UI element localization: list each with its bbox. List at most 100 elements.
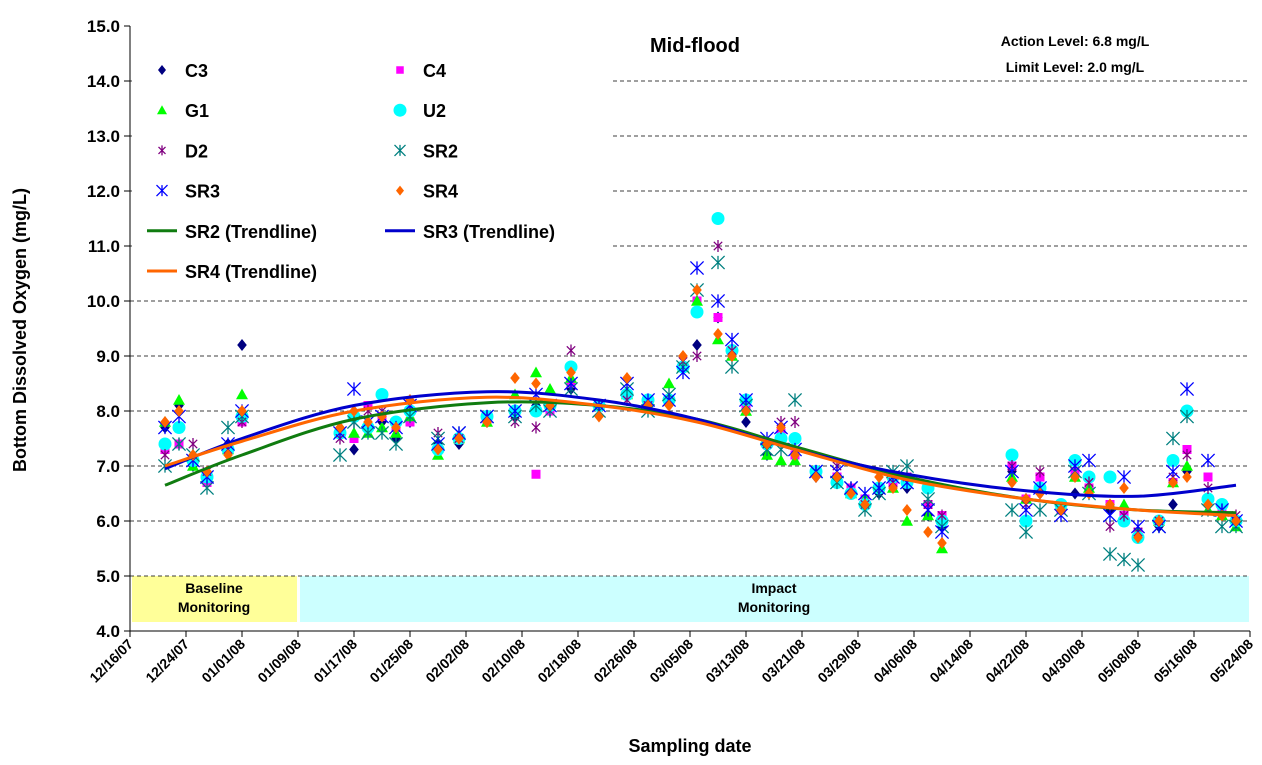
marker [1203, 472, 1213, 482]
marker [545, 399, 555, 412]
trendline [164, 395, 1237, 517]
marker [713, 313, 723, 322]
marker [1004, 502, 1020, 518]
marker [811, 471, 821, 483]
marker [901, 515, 913, 526]
marker [388, 436, 404, 452]
marker [790, 449, 800, 461]
marker [663, 377, 675, 389]
marker [391, 421, 401, 434]
marker [775, 454, 787, 466]
marker [1102, 546, 1118, 562]
x-tick-label: 02/10/08 [478, 636, 528, 686]
marker [1118, 498, 1130, 510]
marker [530, 366, 542, 378]
marker [860, 498, 870, 511]
marker [507, 403, 523, 419]
y-tick-label: 9.0 [96, 347, 120, 366]
marker [790, 416, 800, 428]
marker [710, 255, 726, 270]
marker [1056, 504, 1066, 516]
legend-label: SR2 [423, 141, 458, 161]
marker [1130, 519, 1146, 534]
x-tick-label: 03/05/08 [646, 636, 696, 686]
x-tick-label: 05/24/08 [1206, 636, 1256, 686]
y-tick-label: 8.0 [96, 402, 120, 421]
x-tick-label: 03/13/08 [702, 636, 752, 686]
marker [594, 410, 604, 423]
marker [1182, 449, 1192, 461]
x-tick-label: 03/21/08 [758, 636, 808, 686]
marker [788, 432, 802, 445]
marker [1019, 514, 1033, 528]
marker [375, 388, 389, 401]
marker [544, 383, 556, 394]
marker [393, 103, 407, 117]
marker [675, 365, 691, 380]
marker [888, 482, 898, 494]
marker [1154, 515, 1164, 527]
legend-background [132, 28, 612, 290]
marker [1018, 502, 1034, 518]
x-tick-label: 02/18/08 [534, 636, 584, 686]
marker [776, 421, 786, 434]
marker [348, 427, 360, 438]
marker [762, 438, 772, 450]
marker [1084, 476, 1094, 489]
x-tick-label: 04/06/08 [870, 636, 920, 686]
marker [691, 295, 703, 306]
marker [566, 366, 576, 379]
y-tick-label: 14.0 [87, 72, 120, 91]
marker [899, 458, 915, 474]
marker [433, 443, 443, 456]
marker [482, 416, 492, 428]
period-label: Baseline [185, 580, 243, 596]
marker [871, 480, 887, 496]
marker [724, 359, 740, 375]
marker [174, 405, 184, 417]
x-tick-label: 01/25/08 [366, 636, 416, 686]
marker [158, 65, 166, 75]
marker [510, 372, 520, 384]
marker [741, 405, 751, 417]
marker [374, 425, 390, 441]
x-tick-label: 05/08/08 [1094, 636, 1144, 686]
period-band [132, 576, 297, 622]
marker [396, 185, 404, 196]
x-tick-label: 05/16/08 [1150, 636, 1200, 686]
marker [1231, 515, 1241, 527]
marker [710, 293, 726, 309]
y-axis-title: Bottom Dissolved Oxygen (mg/L) [10, 188, 30, 472]
marker [846, 487, 856, 500]
x-tick-label: 01/09/08 [254, 636, 304, 686]
marker [1116, 552, 1132, 567]
x-tick-label: 02/02/08 [422, 636, 472, 686]
x-tick-label: 04/14/08 [926, 636, 976, 686]
marker [832, 471, 842, 483]
marker [160, 416, 170, 428]
y-tick-label: 12.0 [87, 182, 120, 201]
marker [237, 405, 247, 417]
x-tick-label: 04/30/08 [1038, 636, 1088, 686]
chart-title: Mid-flood [650, 35, 740, 57]
marker [643, 399, 653, 412]
marker [1005, 448, 1019, 462]
marker [1102, 508, 1118, 523]
x-tick-label: 12/16/07 [86, 636, 136, 686]
marker [158, 145, 166, 156]
marker [563, 376, 579, 391]
marker [1004, 464, 1020, 479]
x-tick-label: 12/24/07 [142, 636, 192, 686]
marker [711, 212, 725, 225]
marker [220, 420, 236, 435]
marker [1168, 476, 1178, 489]
marker [157, 105, 167, 115]
marker [689, 260, 705, 276]
marker [741, 416, 751, 428]
marker [1081, 453, 1097, 468]
marker [874, 471, 884, 483]
x-tick-label: 04/22/08 [982, 636, 1032, 686]
marker [363, 416, 373, 428]
marker [1181, 460, 1193, 471]
legend-label: SR2 (Trendline) [185, 222, 317, 242]
